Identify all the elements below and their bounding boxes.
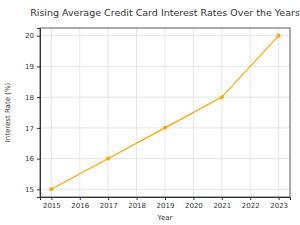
tick-mark — [37, 66, 40, 67]
plot-frame — [40, 28, 290, 197]
tick: 2015 — [43, 197, 61, 210]
point — [220, 95, 224, 99]
tick: 18 — [25, 94, 40, 102]
grid-line — [108, 28, 109, 197]
point — [277, 34, 281, 38]
line — [51, 36, 278, 190]
tick-label: 2015 — [43, 202, 61, 210]
tick-mark — [165, 197, 166, 200]
tick-mark — [250, 197, 251, 200]
tick-mark — [222, 197, 223, 200]
tick-mark — [108, 197, 109, 200]
tick-label: 2021 — [213, 202, 231, 210]
grid-line — [40, 158, 290, 159]
tick-mark — [279, 197, 280, 200]
tick-label: 2018 — [128, 202, 146, 210]
title: Rising Average Credit Card Interest Rate… — [30, 7, 300, 18]
marks — [49, 34, 280, 192]
tick: 16 — [25, 155, 40, 163]
plot: 2015201620172018201920202021202220231516… — [25, 28, 290, 210]
tick-label: 15 — [25, 186, 34, 194]
tick: 2017 — [100, 197, 118, 210]
point — [49, 187, 53, 191]
tick-label: 20 — [25, 32, 34, 40]
grid-line — [221, 28, 222, 197]
grid-line — [250, 28, 251, 197]
tick-mark — [51, 197, 52, 200]
grid-line — [79, 28, 80, 197]
tick-mark — [37, 97, 40, 98]
x-axis-title: Year — [157, 214, 173, 222]
tick: 2018 — [128, 197, 146, 210]
tick: 15 — [25, 186, 40, 194]
tick-label: 2016 — [71, 202, 89, 210]
tick-mark — [37, 36, 40, 37]
grid-line — [40, 189, 290, 190]
tick-label: 16 — [25, 155, 34, 163]
tick-label: 19 — [25, 63, 34, 71]
tick-mark — [37, 189, 40, 190]
tick: 20 — [25, 32, 40, 40]
tick: 2023 — [270, 197, 288, 210]
tick: 2021 — [213, 197, 231, 210]
tick-label: 2020 — [185, 202, 203, 210]
grid-line — [278, 28, 279, 197]
point — [163, 126, 167, 130]
grid-line — [51, 28, 52, 197]
tick: 2020 — [185, 197, 203, 210]
tick-label: 18 — [25, 94, 34, 102]
tick-mark — [37, 128, 40, 129]
tick-label: 17 — [25, 125, 34, 133]
chart: 2015201620172018201920202021202220231516… — [0, 0, 300, 225]
tick-mark — [37, 159, 40, 160]
tick-mark — [80, 197, 81, 200]
tick-label: 2023 — [270, 202, 288, 210]
y-axis: 15 16 17 18 19 20 — [25, 29, 40, 198]
grid — [40, 28, 290, 197]
tick: 2016 — [71, 197, 89, 210]
grid-line — [40, 97, 290, 98]
tick: 2022 — [242, 197, 260, 210]
grid-line — [40, 35, 290, 36]
tick-label: 2017 — [100, 202, 118, 210]
tick: 17 — [25, 125, 40, 133]
axis-line — [41, 198, 291, 201]
x-axis: 2015 2016 2017 2018 2019 2020 2021 2022 2023 — [41, 197, 291, 210]
tick-label: 2022 — [242, 202, 260, 210]
grid-line — [40, 66, 290, 67]
tick: 2019 — [157, 197, 175, 210]
grid-line — [136, 28, 137, 197]
y-axis-title: Interest Rate (%) — [4, 82, 12, 142]
point — [106, 157, 110, 161]
tick-mark — [137, 197, 138, 200]
tick-label: 2019 — [157, 202, 175, 210]
tick: 19 — [25, 63, 40, 71]
tick-mark — [193, 197, 194, 200]
grid-line — [165, 28, 166, 197]
